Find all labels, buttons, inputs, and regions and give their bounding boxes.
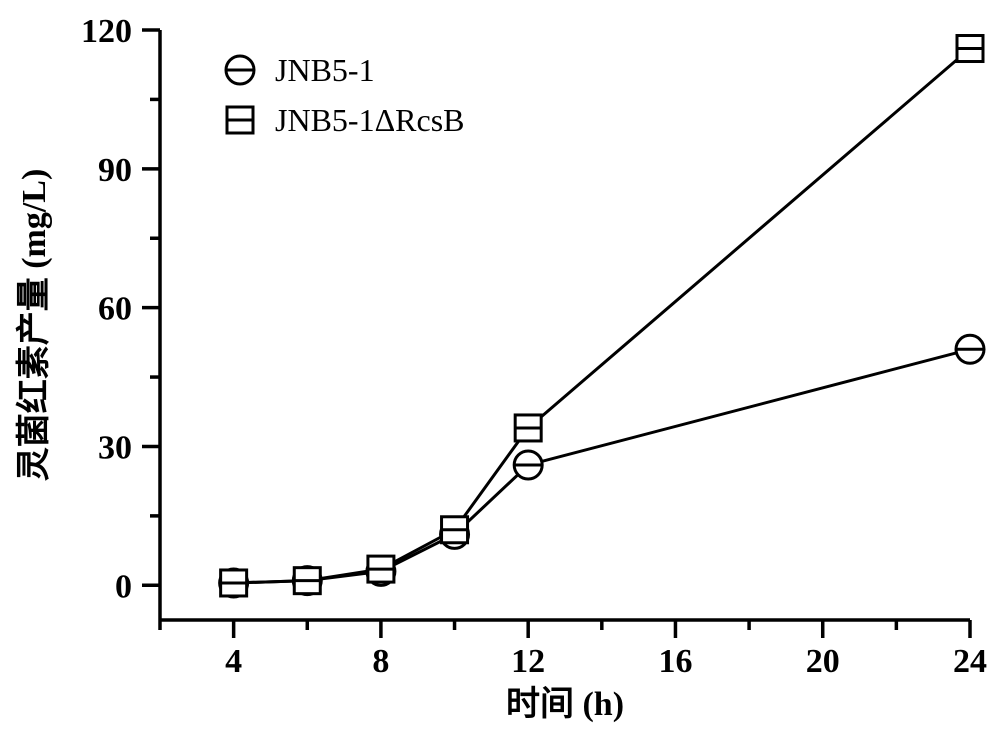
x-tick-label: 24 <box>953 643 987 680</box>
x-tick-label: 12 <box>511 643 545 680</box>
y-tick-label: 120 <box>81 13 132 50</box>
x-tick-label: 16 <box>658 643 692 680</box>
x-tick-label: 4 <box>225 643 242 680</box>
x-tick-label: 20 <box>806 643 840 680</box>
y-tick-label: 0 <box>115 568 132 605</box>
line-chart: 4 8 12 16 20 24 0 30 60 90 120 时间 (h) 灵菌红素产量 (mg/L) J… <box>0 0 1000 739</box>
x-tick-label: 8 <box>372 643 389 680</box>
series-line-0 <box>234 349 970 583</box>
legend-label-1: JNB5-1ΔRcsB <box>275 102 464 138</box>
chart-container: 4 8 12 16 20 24 0 30 60 90 120 时间 (h) 灵菌红素产量 (mg/L) J… <box>0 0 1000 739</box>
y-tick-label: 30 <box>98 429 132 466</box>
y-tick-label: 90 <box>98 152 132 189</box>
legend-label-0: JNB5-1 <box>275 52 375 88</box>
y-tick-label: 60 <box>98 291 132 328</box>
y-axis-label: 灵菌红素产量 (mg/L) <box>15 169 53 482</box>
x-axis-label: 时间 (h) <box>506 685 624 723</box>
